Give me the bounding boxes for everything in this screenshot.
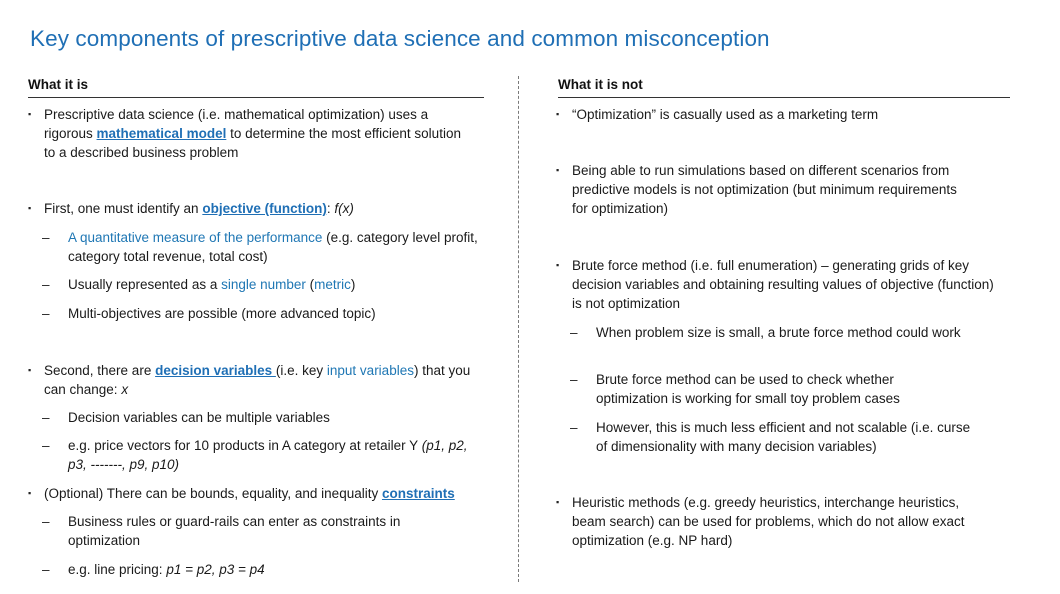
dash-marker: – (42, 410, 50, 425)
list-item: ▪ Heuristic methods (e.g. greedy heurist… (556, 493, 1016, 550)
bullet-marker: ▪ (28, 109, 32, 119)
bullet-text: Being able to run simulations based on d… (572, 163, 957, 216)
column-divider (518, 76, 519, 582)
sub-bullet-text: However, this is much less efficient and… (596, 420, 971, 454)
sub-bullet-text: e.g. line pricing: p1 = p2, p3 = p4 (68, 562, 265, 577)
sub-bullet-text: e.g. price vectors for 10 products in A … (68, 438, 468, 472)
mathematical-model-link[interactable]: mathematical model (96, 126, 227, 141)
list-item: – Decision variables can be multiple var… (28, 408, 488, 427)
bullet-marker: ▪ (556, 109, 560, 119)
list-item: ▪ (Optional) There can be bounds, equali… (28, 484, 488, 503)
bullet-marker: ▪ (556, 260, 560, 270)
bullet-text: Brute force method (i.e. full enumeratio… (572, 258, 994, 311)
sub-bullet-text: Business rules or guard-rails can enter … (68, 514, 401, 548)
dash-marker: – (42, 514, 50, 529)
bullet-marker: ▪ (28, 203, 32, 213)
list-item: ▪ Being able to run simulations based on… (556, 161, 1016, 218)
sub-bullet-text: Multi-objectives are possible (more adva… (68, 306, 376, 321)
list-item: ▪ Prescriptive data science (i.e. mathem… (28, 105, 488, 162)
decision-variables-link[interactable]: decision variables (155, 363, 276, 378)
list-item: – e.g. price vectors for 10 products in … (28, 436, 488, 474)
list-item: – However, this is much less efficient a… (556, 418, 1016, 456)
constraints-link[interactable]: constraints (381, 486, 455, 501)
right-column-heading: What it is not (558, 77, 643, 92)
list-item: ▪ First, one must identify an objective … (28, 199, 488, 218)
sub-bullet-text: Usually represented as a single number (… (68, 277, 356, 292)
bullet-text: Second, there are decision variables (i.… (44, 363, 471, 397)
bullet-text: (Optional) There can be bounds, equality… (44, 486, 455, 501)
dash-marker: – (42, 306, 50, 321)
list-item: – A quantitative measure of the performa… (28, 228, 488, 266)
dash-marker: – (42, 230, 50, 245)
list-item: ▪ “Optimization” is casually used as a m… (556, 105, 1016, 124)
dash-marker: – (570, 420, 578, 435)
list-item: ▪ Brute force method (i.e. full enumerat… (556, 256, 1016, 313)
sub-bullet-text: Decision variables can be multiple varia… (68, 410, 330, 425)
bullet-text: “Optimization” is casually used as a mar… (572, 107, 879, 122)
list-item: – When problem size is small, a brute fo… (556, 323, 1016, 342)
bullet-text: Heuristic methods (e.g. greedy heuristic… (572, 495, 965, 548)
bullet-marker: ▪ (28, 365, 32, 375)
sub-bullet-text: A quantitative measure of the performanc… (68, 230, 478, 264)
right-heading-rule (558, 97, 1010, 98)
dash-marker: – (42, 277, 50, 292)
dash-marker: – (42, 562, 50, 577)
list-item: – Brute force method can be used to chec… (556, 370, 1016, 408)
page-title: Key components of prescriptive data scie… (30, 26, 770, 51)
bullet-text: Prescriptive data science (i.e. mathemat… (44, 107, 461, 160)
list-item: – Multi-objectives are possible (more ad… (28, 304, 488, 323)
dash-marker: – (42, 438, 50, 453)
sub-bullet-text: When problem size is small, a brute forc… (596, 325, 961, 340)
dash-marker: – (570, 325, 578, 340)
list-item: – Business rules or guard-rails can ente… (28, 512, 488, 550)
bullet-marker: ▪ (28, 488, 32, 498)
list-item: ▪ Second, there are decision variables (… (28, 361, 488, 399)
bullet-marker: ▪ (556, 497, 560, 507)
bullet-text: First, one must identify an objective (f… (44, 201, 354, 216)
list-item: – Usually represented as a single number… (28, 275, 488, 294)
objective-function-link[interactable]: objective (function) (202, 201, 327, 216)
sub-bullet-text: Brute force method can be used to check … (596, 372, 900, 406)
list-item: – e.g. line pricing: p1 = p2, p3 = p4 (28, 560, 488, 579)
dash-marker: – (570, 372, 578, 387)
left-heading-rule (28, 97, 484, 98)
bullet-marker: ▪ (556, 165, 560, 175)
left-column-heading: What it is (28, 77, 88, 92)
